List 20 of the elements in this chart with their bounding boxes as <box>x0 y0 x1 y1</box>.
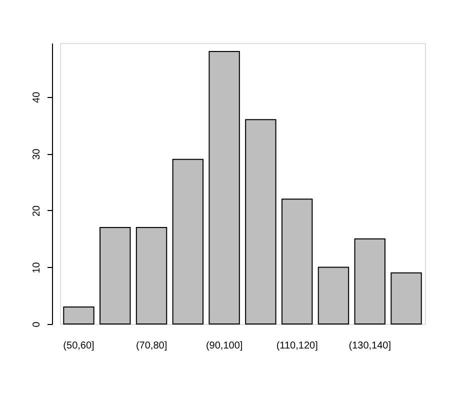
y-tick-label: 20 <box>32 204 42 217</box>
y-tick-label: 0 <box>32 321 42 328</box>
bar <box>100 226 131 324</box>
y-tick-label: 40 <box>32 91 42 103</box>
bar <box>63 306 94 324</box>
bar <box>136 226 168 324</box>
y-tick-label: 10 <box>32 262 42 274</box>
bar <box>354 238 386 324</box>
x-tick-label: (50,60] <box>63 340 95 352</box>
x-tick-label: (110,120] <box>276 340 318 352</box>
y-tick-label: 30 <box>32 148 42 160</box>
bar <box>172 158 204 324</box>
x-tick-label: (70,80] <box>136 340 168 352</box>
bar <box>208 51 240 324</box>
bar <box>318 266 350 324</box>
x-tick-label: (130,140] <box>348 340 392 352</box>
bar <box>281 198 313 324</box>
x-tick-label: (90,100] <box>206 340 243 352</box>
bar <box>390 272 422 324</box>
bar <box>245 119 276 324</box>
